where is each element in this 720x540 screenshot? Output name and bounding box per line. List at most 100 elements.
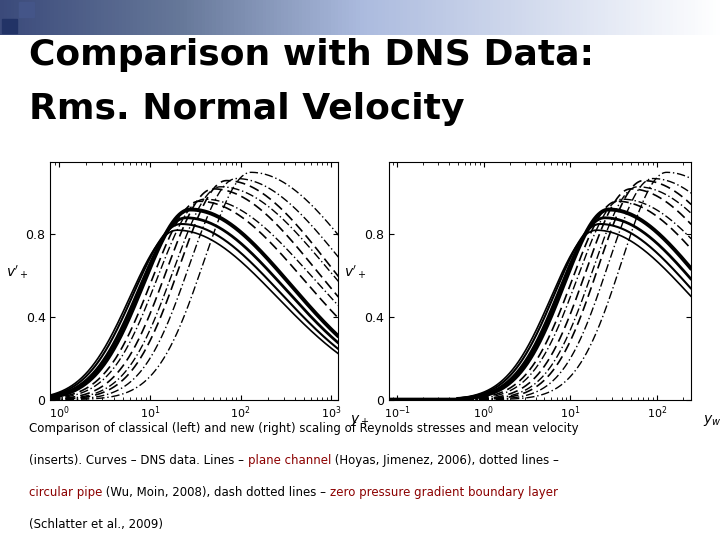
Bar xyxy=(310,0,313,35)
Bar xyxy=(648,0,652,35)
Bar xyxy=(162,0,166,35)
Bar xyxy=(306,0,310,35)
Bar xyxy=(378,0,382,35)
Bar xyxy=(706,0,709,35)
Bar xyxy=(382,0,385,35)
Bar xyxy=(619,0,623,35)
Bar xyxy=(713,0,716,35)
Bar xyxy=(565,0,569,35)
Text: (Hoyas, Jimenez, 2006), dotted lines –: (Hoyas, Jimenez, 2006), dotted lines – xyxy=(331,454,559,467)
Bar xyxy=(673,0,677,35)
Bar xyxy=(202,0,205,35)
Bar xyxy=(425,0,428,35)
Bar xyxy=(148,0,151,35)
Bar xyxy=(439,0,443,35)
Bar xyxy=(374,0,378,35)
Text: $y_w$: $y_w$ xyxy=(703,413,720,428)
Bar xyxy=(302,0,306,35)
Bar xyxy=(252,0,256,35)
Bar xyxy=(317,0,320,35)
Bar xyxy=(288,0,292,35)
Bar xyxy=(670,0,673,35)
Bar xyxy=(194,0,198,35)
Bar xyxy=(522,0,526,35)
Bar xyxy=(587,0,590,35)
Bar xyxy=(349,0,353,35)
Bar xyxy=(140,0,144,35)
Bar xyxy=(547,0,551,35)
Bar xyxy=(324,0,328,35)
Y-axis label: $v'_+$: $v'_+$ xyxy=(344,263,367,281)
Bar xyxy=(580,0,583,35)
Bar xyxy=(0,0,4,35)
Bar xyxy=(695,0,698,35)
Bar xyxy=(526,0,529,35)
Text: Rms. Normal Velocity: Rms. Normal Velocity xyxy=(29,92,464,126)
Bar xyxy=(497,0,500,35)
Bar xyxy=(623,0,626,35)
Bar xyxy=(144,0,148,35)
Bar xyxy=(666,0,670,35)
Bar xyxy=(270,0,274,35)
Bar xyxy=(72,0,76,35)
Bar xyxy=(277,0,281,35)
Bar xyxy=(533,0,536,35)
Bar xyxy=(230,0,234,35)
Bar xyxy=(641,0,644,35)
Bar xyxy=(133,0,137,35)
Bar xyxy=(504,0,508,35)
Bar xyxy=(245,0,248,35)
Bar xyxy=(515,0,518,35)
Bar xyxy=(346,0,349,35)
Bar xyxy=(698,0,702,35)
Bar xyxy=(396,0,400,35)
Bar xyxy=(630,0,634,35)
Bar xyxy=(335,0,338,35)
Bar xyxy=(43,0,47,35)
Bar xyxy=(709,0,713,35)
Bar xyxy=(295,0,299,35)
Text: circular pipe: circular pipe xyxy=(29,486,102,499)
Text: $y_+$: $y_+$ xyxy=(350,413,369,428)
Bar xyxy=(468,0,472,35)
Bar xyxy=(104,0,108,35)
Bar xyxy=(22,0,25,35)
Bar xyxy=(1,18,17,33)
Text: Comparison with DNS Data:: Comparison with DNS Data: xyxy=(29,38,594,72)
Bar xyxy=(652,0,655,35)
Bar xyxy=(83,0,86,35)
Bar xyxy=(115,0,119,35)
Bar xyxy=(36,0,40,35)
Bar xyxy=(371,0,374,35)
Bar xyxy=(284,0,288,35)
Y-axis label: $v'_+$: $v'_+$ xyxy=(6,263,29,281)
Bar xyxy=(86,0,90,35)
Bar xyxy=(493,0,497,35)
Bar xyxy=(436,0,439,35)
Bar xyxy=(590,0,594,35)
Bar xyxy=(112,0,115,35)
Bar xyxy=(101,0,104,35)
Bar xyxy=(655,0,659,35)
Bar xyxy=(418,0,421,35)
Bar xyxy=(626,0,630,35)
Bar xyxy=(572,0,576,35)
Bar xyxy=(608,0,612,35)
Bar xyxy=(472,0,475,35)
Bar xyxy=(29,0,32,35)
Bar xyxy=(248,0,252,35)
Bar xyxy=(151,0,155,35)
Bar xyxy=(594,0,598,35)
Bar xyxy=(166,0,169,35)
Bar xyxy=(4,0,7,35)
Bar xyxy=(454,0,457,35)
Bar xyxy=(353,0,356,35)
Bar xyxy=(356,0,360,35)
Bar xyxy=(637,0,641,35)
Bar xyxy=(511,0,515,35)
Bar xyxy=(58,0,61,35)
Bar xyxy=(569,0,572,35)
Bar xyxy=(65,0,68,35)
Bar xyxy=(173,0,176,35)
Bar xyxy=(108,0,112,35)
